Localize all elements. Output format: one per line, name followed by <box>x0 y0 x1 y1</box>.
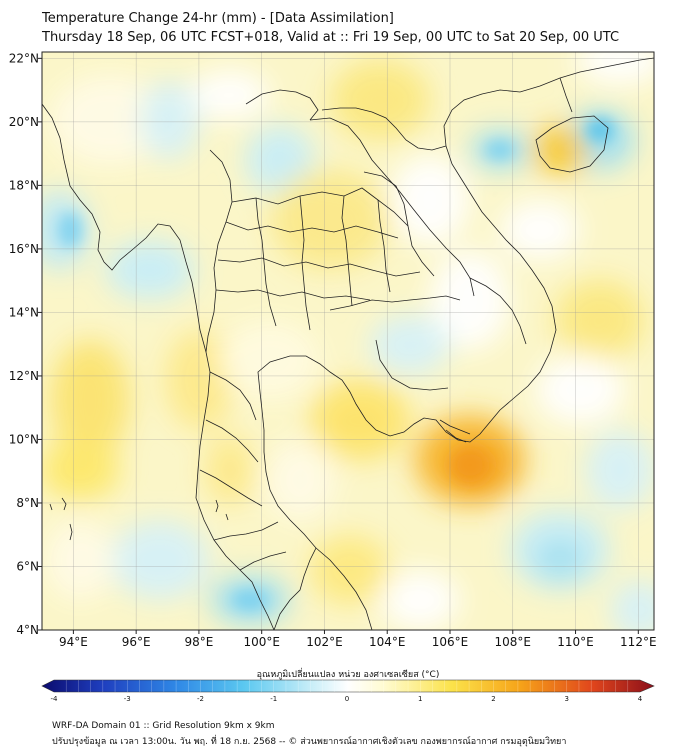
y-axis: 4°N 6°N 8°N 10°N 12°N 14°N 16°N 18°N 20°N 22°N <box>9 51 42 637</box>
x-tick-label: 102°E <box>306 635 343 649</box>
map-subtitle: Thursday 18 Sep, 06 UTC FCST+018, Valid … <box>42 30 620 45</box>
y-tick-label: 6°N <box>16 559 39 573</box>
temperature-field <box>42 52 654 630</box>
y-tick-label: 10°N <box>9 432 39 446</box>
y-tick-label: 8°N <box>16 496 39 510</box>
x-tick-label: 104°E <box>369 635 406 649</box>
x-tick-label: 106°E <box>432 635 469 649</box>
x-tick-label: 110°E <box>557 635 594 649</box>
y-tick-label: 20°N <box>9 115 39 129</box>
colorbar-title: อุณหภูมิเปลี่ยนแปลง หน่วย องศาเซลเซียส (… <box>256 670 440 680</box>
y-tick-label: 16°N <box>9 242 39 256</box>
colorbar <box>41 679 655 693</box>
y-tick-label: 4°N <box>16 623 39 637</box>
map-frame <box>41 51 655 631</box>
colorbar-tick-label: 2 <box>491 695 496 703</box>
footer-update-info: ปรับปรุงข้อมูล ณ เวลา 13:00น. วัน พฤ. ที… <box>52 737 567 747</box>
x-tick-label: 96°E <box>122 635 151 649</box>
y-tick-label: 14°N <box>9 305 39 319</box>
x-tick-label: 108°E <box>495 635 532 649</box>
colorbar-tick-label: 3 <box>564 695 569 703</box>
graticule <box>42 52 654 630</box>
y-tick-label: 18°N <box>9 178 39 192</box>
y-tick-label: 12°N <box>9 369 39 383</box>
footer-model-info: WRF-DA Domain 01 :: Grid Resolution 9km … <box>52 721 275 731</box>
colorbar-tick-label: 1 <box>418 695 423 703</box>
y-tick-label: 22°N <box>9 51 39 65</box>
colorbar-tick-label: -1 <box>270 695 278 703</box>
coastline <box>42 57 654 630</box>
colorbar-tick-label: 0 <box>344 695 350 703</box>
x-axis: 94°E 96°E 98°E 100°E 102°E 104°E 106°E 108°E 110… <box>59 630 657 649</box>
colorbar-tick-label: -3 <box>123 695 131 703</box>
x-tick-label: 98°E <box>184 635 213 649</box>
colorbar-tick-label: 4 <box>637 695 643 703</box>
islands <box>49 497 229 541</box>
map-title: Temperature Change 24-hr (mm) - [Data As… <box>42 11 394 26</box>
colorbar-tick-label: -4 <box>50 695 58 703</box>
x-tick-label: 94°E <box>59 635 88 649</box>
x-tick-label: 100°E <box>243 635 280 649</box>
x-tick-label: 112°E <box>620 635 657 649</box>
colorbar-tick-label: -2 <box>197 695 204 703</box>
